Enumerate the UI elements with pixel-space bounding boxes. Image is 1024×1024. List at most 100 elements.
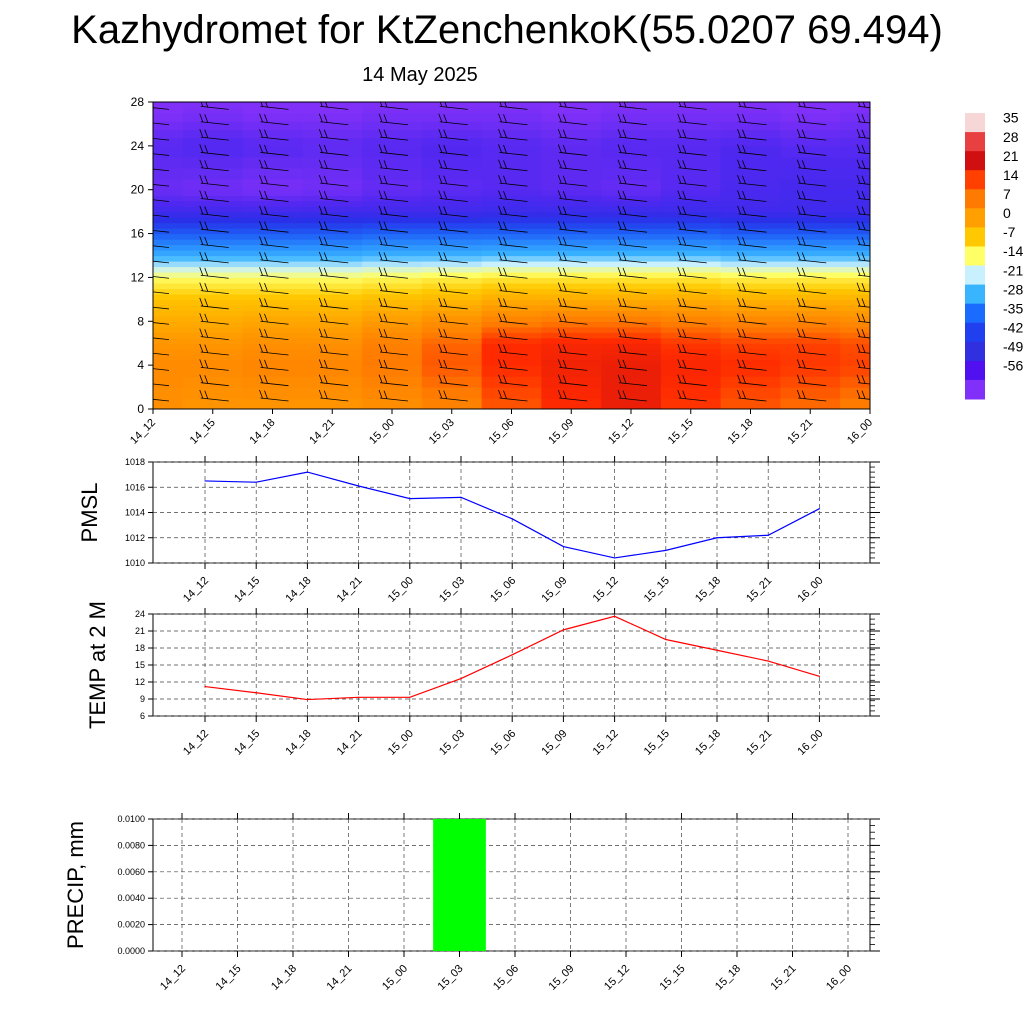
heatmap-cell bbox=[242, 326, 303, 333]
heatmap-cell bbox=[720, 167, 781, 180]
wind-barb bbox=[498, 313, 528, 325]
x-tick-label: 14_15 bbox=[214, 963, 244, 993]
heatmap-cell bbox=[780, 112, 841, 122]
heatmap-cell bbox=[302, 337, 363, 344]
heatmap-cell bbox=[242, 107, 303, 111]
heatmap-cell bbox=[302, 110, 363, 114]
x-tick-label: 15_00 bbox=[380, 963, 410, 993]
heatmap-cell bbox=[362, 277, 423, 284]
x-tick-label: 15_06 bbox=[488, 575, 518, 605]
x-tick-label: 14_21 bbox=[335, 575, 365, 605]
wind-barb bbox=[498, 236, 528, 248]
wind-barb bbox=[498, 282, 528, 294]
wind-barb bbox=[737, 267, 767, 279]
wind-barb bbox=[677, 297, 707, 310]
wind-barb bbox=[318, 282, 349, 294]
y-tick-label: 1012 bbox=[125, 533, 145, 543]
heatmap-cell bbox=[153, 310, 184, 317]
wind-barb bbox=[856, 236, 870, 247]
heatmap-cell bbox=[541, 271, 602, 279]
heatmap-cell bbox=[481, 102, 542, 106]
wind-barb bbox=[617, 374, 648, 387]
wind-barb bbox=[259, 343, 289, 356]
heatmap-cell bbox=[153, 195, 184, 202]
wind-barb bbox=[259, 313, 289, 325]
wind-barb bbox=[378, 313, 409, 325]
heatmap-cell bbox=[362, 359, 423, 366]
heatmap-cell bbox=[362, 195, 423, 202]
heatmap-cell bbox=[660, 107, 722, 111]
wind-barb bbox=[438, 313, 468, 325]
x-tick-label: 14_12 bbox=[181, 575, 211, 605]
wind-barb bbox=[677, 205, 707, 218]
wind-barb bbox=[557, 236, 588, 248]
heatmap-cell bbox=[421, 195, 483, 202]
y-tick-label: 0 bbox=[137, 402, 144, 416]
wind-barb bbox=[677, 374, 707, 387]
heatmap-cell bbox=[421, 304, 483, 311]
heatmap-cell bbox=[481, 277, 542, 284]
heatmap-cell bbox=[601, 387, 662, 399]
wind-barb bbox=[677, 144, 707, 156]
heatmap-cell bbox=[182, 121, 244, 131]
wind-barb bbox=[617, 282, 648, 294]
heatmap-cell bbox=[840, 195, 870, 202]
x-tick-label: 15_12 bbox=[591, 728, 621, 758]
heatmap-cell bbox=[780, 326, 841, 333]
wind-barb bbox=[617, 190, 648, 202]
heatmap-cell bbox=[660, 167, 722, 180]
heatmap-cell bbox=[541, 354, 602, 361]
heatmap-cell bbox=[481, 112, 542, 122]
heatmap-cell bbox=[153, 354, 184, 361]
heatmap-cell bbox=[153, 387, 184, 399]
heatmap-cell bbox=[660, 211, 722, 218]
heatmap-cell bbox=[660, 282, 722, 289]
heatmap-cell bbox=[481, 315, 542, 322]
heatmap-cell bbox=[481, 337, 542, 344]
heatmap-cell bbox=[242, 129, 303, 139]
wind-barb bbox=[259, 328, 289, 341]
heatmap-cell bbox=[362, 365, 423, 377]
heatmap-cell bbox=[660, 156, 722, 169]
heatmap-cell bbox=[660, 271, 722, 279]
x-tick-label: 15_03 bbox=[437, 728, 467, 758]
heatmap-cell bbox=[421, 233, 483, 240]
heatmap-cell bbox=[601, 343, 662, 350]
wind-barb bbox=[617, 389, 648, 402]
heatmap-cell bbox=[302, 200, 363, 207]
heatmap-cell bbox=[182, 233, 244, 240]
heatmap-cell bbox=[780, 104, 841, 109]
wind-barb bbox=[796, 374, 827, 387]
heatmap-cell bbox=[601, 107, 662, 111]
wind-barb bbox=[199, 236, 229, 248]
heatmap-cell bbox=[840, 387, 870, 399]
heatmap-cell bbox=[242, 233, 303, 240]
heatmap-cell bbox=[660, 310, 722, 317]
heatmap-cell bbox=[182, 321, 244, 328]
wind-barb bbox=[617, 343, 648, 356]
heatmap-cell bbox=[601, 104, 662, 109]
wind-barb bbox=[677, 343, 707, 356]
heatmap-cells bbox=[153, 102, 870, 409]
wind-barb bbox=[318, 374, 349, 387]
heatmap-cell bbox=[421, 387, 483, 399]
heatmap-cell bbox=[780, 282, 841, 289]
heatmap-cell bbox=[302, 217, 363, 224]
heatmap-cell bbox=[302, 376, 363, 388]
heatmap-cell bbox=[660, 304, 722, 311]
heatmap-cell bbox=[242, 211, 303, 218]
wind-barb bbox=[153, 245, 170, 248]
wind-barb bbox=[438, 267, 468, 279]
wind-barb bbox=[199, 205, 229, 218]
heatmap-cell bbox=[780, 271, 841, 279]
heatmap-cell bbox=[840, 121, 870, 131]
x-tick-label: 15_15 bbox=[666, 417, 696, 447]
wind-barb bbox=[796, 128, 827, 141]
heatmap-cell bbox=[421, 156, 483, 169]
heatmap-cell bbox=[421, 260, 483, 268]
colorbar-label: 0 bbox=[1003, 205, 1011, 221]
heatmap-cell bbox=[720, 200, 781, 207]
heatmap-cell bbox=[660, 365, 722, 377]
wind-barb bbox=[153, 184, 170, 187]
heatmap-cell bbox=[601, 110, 662, 114]
